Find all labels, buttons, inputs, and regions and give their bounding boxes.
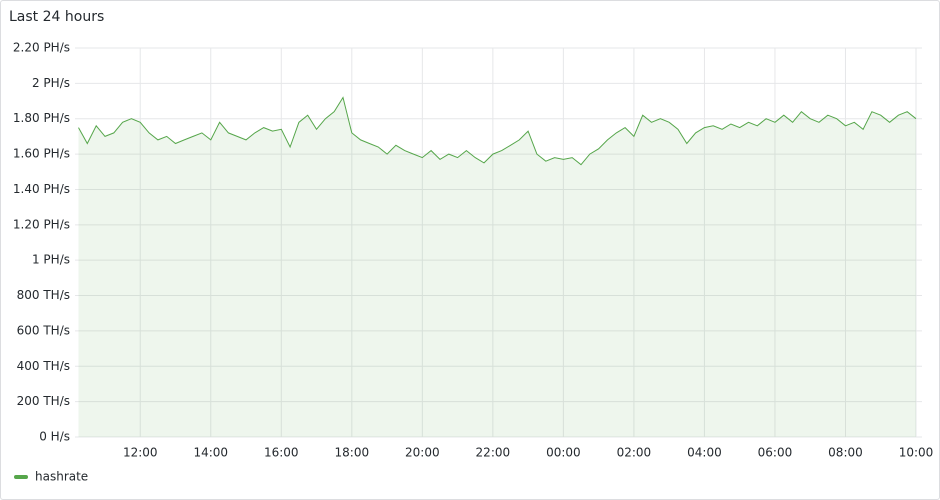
y-tick-label: 1.20 PH/s <box>13 217 70 231</box>
y-tick-label: 2.20 PH/s <box>13 41 70 55</box>
y-tick-label: 800 TH/s <box>17 288 70 302</box>
area <box>78 97 916 437</box>
x-tick-label: 20:00 <box>405 446 440 460</box>
y-tick-label: 1 PH/s <box>32 253 70 267</box>
panel-title: Last 24 hours <box>9 9 104 25</box>
y-tick-label: 1.40 PH/s <box>13 182 70 196</box>
y-tick-label: 1.80 PH/s <box>13 111 70 125</box>
y-tick-label: 200 TH/s <box>17 394 70 408</box>
y-tick-label: 600 TH/s <box>17 323 70 337</box>
x-tick-label: 16:00 <box>264 446 299 460</box>
x-tick-label: 18:00 <box>335 446 370 460</box>
x-tick-label: 08:00 <box>828 446 863 460</box>
y-tick-label: 400 TH/s <box>17 359 70 373</box>
legend-label: hashrate <box>35 470 88 484</box>
x-tick-label: 04:00 <box>687 446 722 460</box>
x-tick-label: 22:00 <box>476 446 511 460</box>
y-tick-label: 2 PH/s <box>32 76 70 90</box>
legend-swatch <box>14 475 28 479</box>
x-tick-label: 06:00 <box>758 446 793 460</box>
line <box>78 96 917 166</box>
x-tick-label: 10:00 <box>899 446 934 460</box>
x-tick-label: 02:00 <box>617 446 652 460</box>
x-tick-label: 12:00 <box>123 446 158 460</box>
y-tick-label: 0 H/s <box>39 430 70 444</box>
x-tick-label: 00:00 <box>546 446 581 460</box>
x-tick-label: 14:00 <box>193 446 228 460</box>
y-tick-label: 1.60 PH/s <box>13 147 70 161</box>
